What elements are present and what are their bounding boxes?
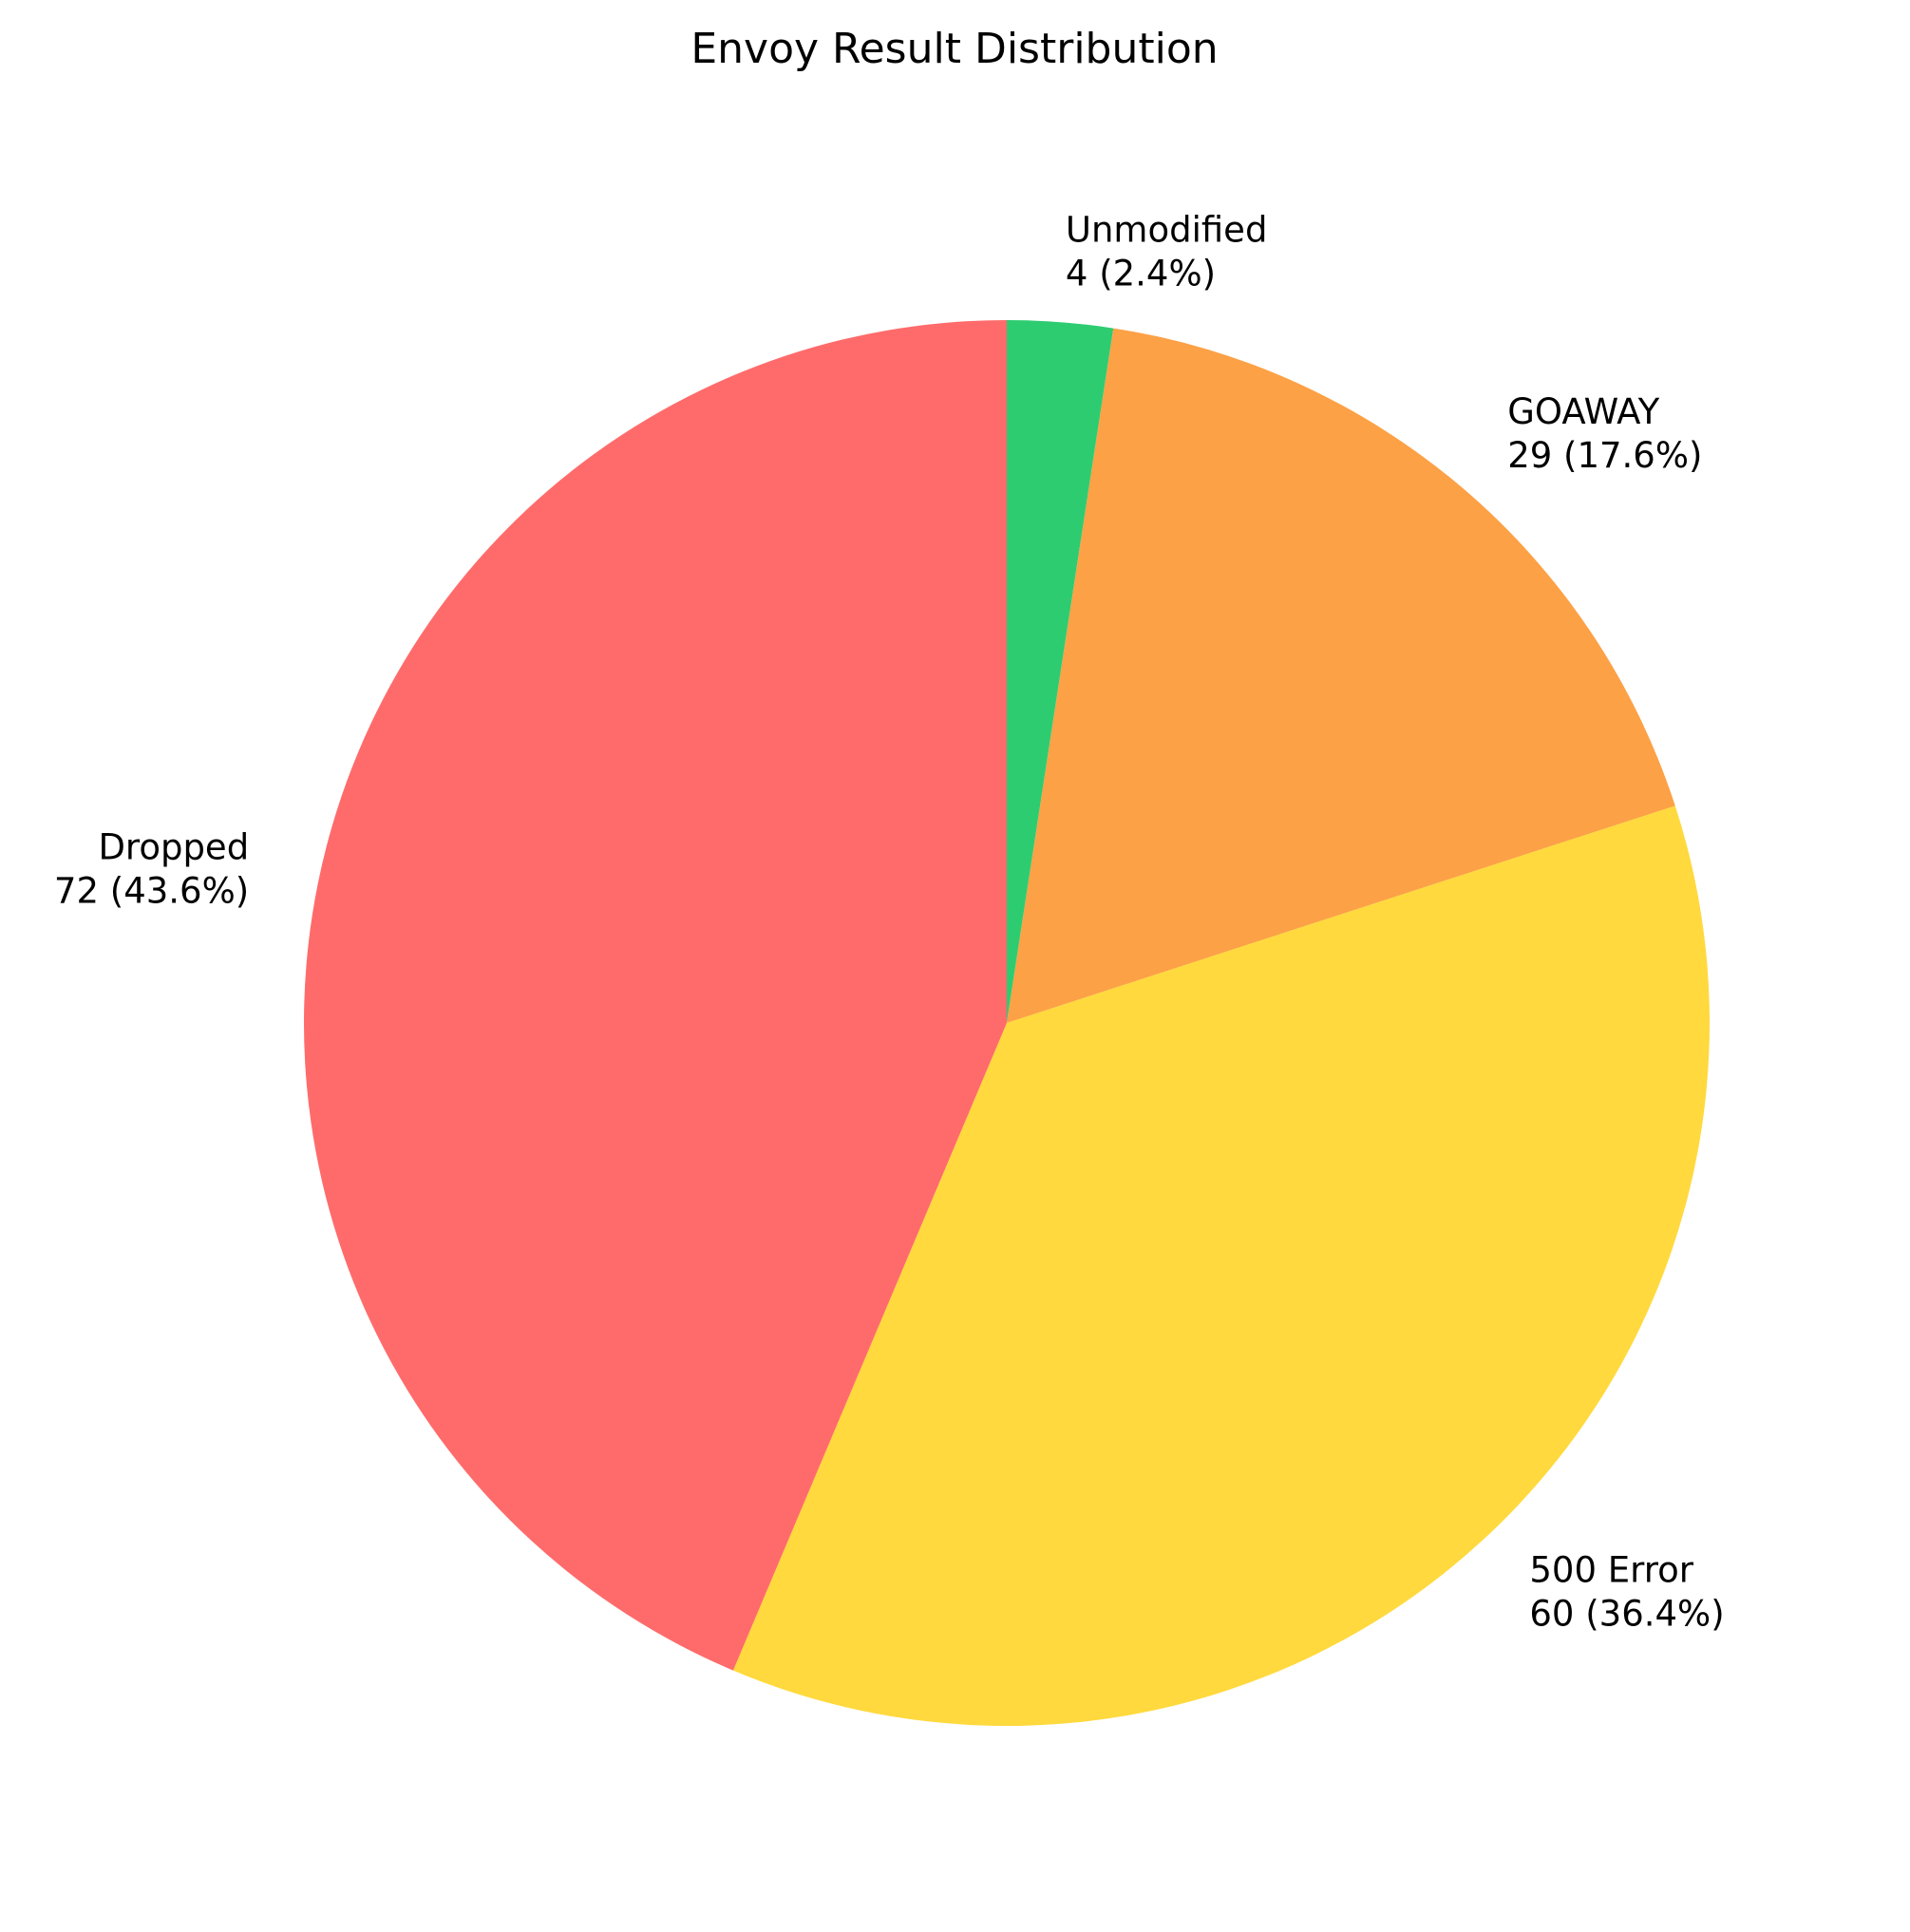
pie-slice-500-error: [732, 805, 1710, 1726]
slice-label-500-error: 500 Error 60 (36.4%): [1529, 1550, 1724, 1635]
pie-labels: Unmodified 4 (2.4%) GOAWAY 29 (17.6%) 500 Er…: [54, 209, 1725, 1634]
chart-title: Envoy Result Distribution: [690, 25, 1218, 73]
slice-label-dropped: Dropped 72 (43.6%): [54, 826, 249, 911]
slice-label-name: Unmodified: [1066, 209, 1268, 250]
slice-label-name: 500 Error: [1529, 1550, 1693, 1591]
slice-label-goaway: GOAWAY 29 (17.6%): [1507, 391, 1702, 476]
slice-label-value: 29 (17.6%): [1507, 435, 1702, 476]
slice-label-value: 60 (36.4%): [1529, 1594, 1724, 1635]
slice-label-value: 4 (2.4%): [1066, 253, 1216, 294]
pie-slice-goaway: [1007, 328, 1675, 1023]
slice-label-name: Dropped: [98, 826, 249, 867]
pie-slice-dropped: [304, 320, 1007, 1671]
slice-label-value: 72 (43.6%): [54, 870, 249, 911]
slice-label-name: GOAWAY: [1507, 391, 1659, 432]
slice-label-unmodified: Unmodified 4 (2.4%): [1066, 209, 1268, 294]
pie-slices: [304, 320, 1710, 1726]
pie-slice-unmodified: [1007, 320, 1114, 1023]
